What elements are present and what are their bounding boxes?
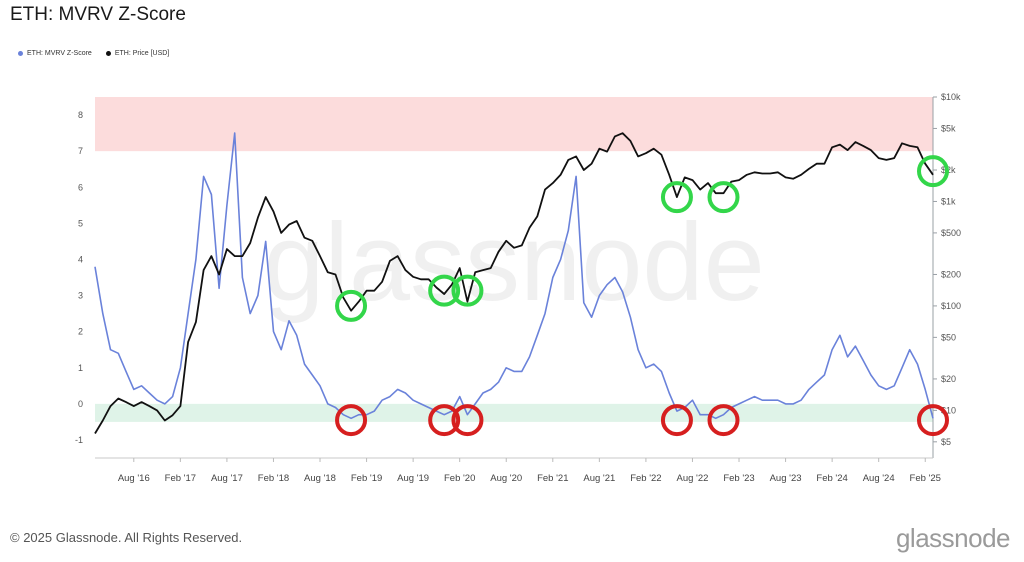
x-tick-label: Feb '21 <box>537 473 568 484</box>
left-tick-label: 4 <box>78 254 83 264</box>
left-tick-label: 5 <box>78 218 83 228</box>
x-tick-label: Feb '20 <box>444 473 475 484</box>
left-tick-label: 7 <box>78 146 83 156</box>
x-tick-label: Feb '22 <box>630 473 661 484</box>
zscore-bottom-highlight-circle <box>428 404 461 437</box>
left-tick-label: 6 <box>78 182 83 192</box>
x-tick-label: Aug '19 <box>397 473 429 484</box>
copyright-footer: © 2025 Glassnode. All Rights Reserved. <box>10 530 243 545</box>
x-tick-label: Feb '19 <box>351 473 382 484</box>
right-tick-label: $10k <box>941 92 961 102</box>
chart-legend: ETH: MVRV Z-Score ETH: Price [USD] <box>18 50 169 57</box>
legend-swatch-price <box>105 51 111 56</box>
left-tick-label: 2 <box>78 327 83 337</box>
price-bottom-highlight-circle <box>428 274 461 307</box>
x-tick-label: Aug '16 <box>118 473 150 484</box>
right-tick-label: $200 <box>941 269 961 279</box>
zscore-bottom-highlight-circle <box>917 404 949 437</box>
x-tick-label: Aug '22 <box>676 473 708 484</box>
x-tick-label: Aug '17 <box>211 473 243 484</box>
price-bottom-highlight-circle <box>451 274 484 307</box>
legend-item-price[interactable]: ETH: Price [USD] <box>105 50 170 57</box>
x-tick-label: Feb '23 <box>723 473 754 484</box>
zone-overvalued <box>95 97 933 152</box>
left-tick-label: 8 <box>78 110 83 120</box>
x-tick-label: Aug '21 <box>583 473 615 484</box>
legend-swatch-zscore <box>18 51 23 56</box>
chart-title: ETH: MVRV Z-Score <box>10 4 186 25</box>
price-bottom-highlight-circle <box>660 181 693 214</box>
right-tick-label: $500 <box>941 228 961 238</box>
left-tick-label: 1 <box>78 363 83 373</box>
price-bottom-highlight-circle <box>335 289 368 322</box>
right-tick-label: $5k <box>941 123 956 133</box>
legend-item-zscore[interactable]: ETH: MVRV Z-Score <box>18 50 92 57</box>
right-tick-label: $20 <box>941 374 956 384</box>
zscore-bottom-highlight-circle <box>335 404 368 437</box>
series-line-eth-price <box>94 132 934 434</box>
right-tick-label: $50 <box>941 332 956 342</box>
x-tick-label: Feb '24 <box>816 473 847 484</box>
x-tick-label: Aug '23 <box>770 473 802 484</box>
right-tick-label: $100 <box>941 301 961 311</box>
right-tick-label: $5 <box>941 437 951 447</box>
zscore-bottom-highlight-circle <box>660 404 693 437</box>
series-line-mvrv-zscore <box>94 132 934 420</box>
zscore-bottom-highlight-circle <box>451 404 484 437</box>
x-tick-label: Feb '25 <box>910 473 941 484</box>
x-tick-label: Aug '24 <box>863 473 895 484</box>
x-tick-label: Aug '20 <box>490 473 522 484</box>
left-tick-label: 3 <box>78 291 83 301</box>
x-tick-label: Feb '18 <box>258 473 289 484</box>
legend-label-zscore: ETH: MVRV Z-Score <box>27 50 92 57</box>
price-bottom-highlight-circle <box>917 155 949 188</box>
left-tick-label: -1 <box>75 435 83 445</box>
right-tick-label: $1k <box>941 196 956 206</box>
left-tick-label: 0 <box>78 399 83 409</box>
x-tick-label: Feb '17 <box>165 473 196 484</box>
right-tick-label: $10 <box>941 405 956 415</box>
price-bottom-highlight-circle <box>707 181 740 214</box>
zscore-bottom-highlight-circle <box>707 404 740 437</box>
legend-label-price: ETH: Price [USD] <box>114 50 170 57</box>
x-tick-label: Aug '18 <box>304 473 336 484</box>
zone-undervalued <box>95 403 933 422</box>
brand-logo: glassnode <box>895 523 1011 553</box>
